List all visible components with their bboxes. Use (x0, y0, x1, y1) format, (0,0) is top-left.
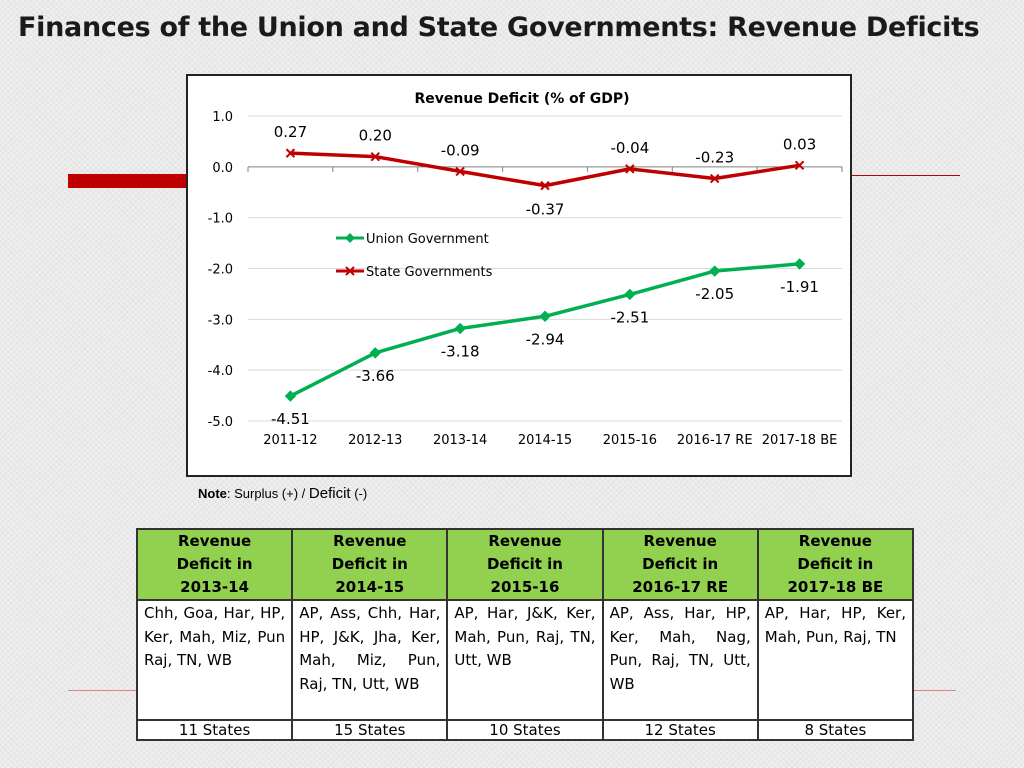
table-header-cell: Revenue Deficit in 2017-18 BE (756, 528, 915, 601)
note-deficit-text: Deficit (308, 485, 351, 502)
state-count-cell: 15 States (291, 719, 449, 741)
data-point-marker (369, 347, 381, 359)
header-line: 2015-16 (490, 578, 560, 596)
data-point-marker (539, 310, 551, 322)
x-tick-label: 2013-14 (433, 433, 487, 448)
x-tick-label: 2014-15 (518, 433, 572, 448)
data-point-marker (624, 288, 636, 301)
y-tick-label: -5.0 (208, 415, 233, 430)
header-line: 2013-14 (180, 578, 250, 596)
data-point-marker (709, 265, 721, 277)
states-list-cell: AP, Ass, Chh, Har, HP, J&K, Jha, Ker, Ma… (291, 599, 449, 721)
y-tick-label: -3.0 (208, 313, 233, 328)
y-tick-label: 1.0 (212, 110, 233, 125)
header-line: Deficit in (176, 555, 253, 573)
x-tick-label: 2016-17 RE (677, 433, 753, 448)
x-tick-label: 2017-18 BE (762, 433, 838, 448)
axes: 1.0 0.0 -1.0 -2.0 -3.0 -4.0 -5.0 2011-12 2012-13… (208, 110, 843, 448)
data-point-marker (793, 258, 806, 270)
header-line: Deficit in (797, 555, 874, 573)
state-count-cell: 8 States (756, 719, 915, 741)
data-labels: -4.51 -3.66 -3.18 -2.94 -2.51 -2.05 -1.91 0.27 0… (271, 123, 819, 428)
data-point-marker (284, 390, 297, 402)
divider-line-left (68, 690, 136, 691)
data-point-marker (540, 180, 550, 191)
table-header-cell: Revenue Deficit in 2013-14 (135, 528, 294, 601)
accent-line (852, 175, 960, 176)
data-label: -3.66 (356, 367, 395, 385)
header-line: Revenue (177, 532, 252, 550)
series (284, 148, 806, 402)
header-line: Revenue (488, 532, 562, 550)
chart-canvas: Revenue Deficit (% of GDP) 1.0 0.0 -1.0 -2.… (208, 91, 843, 448)
data-label: -2.05 (695, 285, 734, 303)
data-label: -0.23 (695, 149, 734, 167)
states-list-cell: Chh, Goa, Har, HP, Ker, Mah, Miz, Pun Ra… (135, 599, 294, 721)
y-tick-label: 0.0 (212, 161, 233, 176)
data-label: 0.03 (783, 135, 816, 153)
y-tick-label: -4.0 (208, 364, 233, 379)
legend-label: State Governments (366, 265, 493, 280)
x-tick-label: 2011-12 (263, 433, 317, 448)
states-table: Revenue Deficit in 2013-14 Revenue Deficit … (135, 528, 915, 741)
header-line: Deficit in (486, 555, 563, 573)
data-label: -1.91 (780, 278, 819, 296)
data-point-marker (370, 151, 380, 162)
data-point-marker (455, 166, 465, 177)
data-label: -4.51 (271, 410, 310, 428)
table-header-cell: Revenue Deficit in 2015-16 (446, 528, 604, 601)
header-line: 2014-15 (335, 578, 405, 596)
note-label: Note (198, 486, 227, 501)
note: Note: Surplus (+) / Deficit (-) (198, 485, 367, 502)
x-tick-label: 2015-16 (603, 433, 657, 448)
header-line: Revenue (333, 532, 407, 550)
data-label: 0.27 (274, 123, 307, 141)
data-point-marker (794, 160, 805, 171)
data-label: -2.94 (526, 330, 565, 348)
legend-label: Union Government (366, 232, 489, 247)
divider-line-right (914, 690, 956, 691)
table-header-cell: Revenue Deficit in 2014-15 (291, 528, 449, 601)
x-tick-label: 2012-13 (348, 433, 402, 448)
header-line: Deficit in (642, 555, 719, 573)
states-list-cell: AP, Har, HP, Ker, Mah, Pun, Raj, TN (756, 599, 915, 721)
data-label: -2.51 (610, 308, 649, 326)
states-list-cell: AP, Ass, Har, HP, Ker, Mah, Nag, Pun, Ra… (601, 599, 759, 721)
header-line: 2016-17 RE (632, 578, 729, 596)
data-label: -0.37 (526, 201, 565, 219)
table-header-cell: Revenue Deficit in 2016-17 RE (601, 528, 759, 601)
y-tick-label: -1.0 (208, 212, 233, 227)
note-deficit-sign: (-) (354, 486, 368, 501)
header-line: 2017-18 BE (787, 578, 884, 596)
legend: Union Government State Governments (336, 232, 493, 280)
state-count-cell: 10 States (446, 719, 604, 741)
data-label: 0.20 (359, 127, 392, 145)
slide-title: Finances of the Union and State Governme… (18, 12, 980, 43)
data-point-marker (454, 322, 466, 335)
header-line: Revenue (798, 532, 872, 550)
data-point-marker (285, 148, 296, 158)
legend-marker (345, 266, 355, 276)
data-label: -0.04 (610, 139, 649, 157)
accent-bar (68, 174, 190, 188)
state-count-cell: 12 States (601, 719, 759, 741)
chart-title: Revenue Deficit (% of GDP) (414, 91, 629, 107)
y-tick-label: -2.0 (208, 263, 233, 278)
data-label: -0.09 (441, 141, 480, 159)
table-states-row: Chh, Goa, Har, HP, Ker, Mah, Miz, Pun Ra… (135, 599, 915, 721)
data-point-marker (710, 173, 720, 184)
state-count-cell: 11 States (135, 719, 294, 741)
legend-marker (345, 233, 355, 243)
table-header-row: Revenue Deficit in 2013-14 Revenue Deficit … (135, 528, 915, 601)
header-line: Revenue (643, 532, 717, 550)
note-surplus-text: : Surplus (+) / (226, 486, 306, 501)
table-count-row: 11 States 15 States 10 States 12 States … (135, 719, 915, 741)
states-list-cell: AP, Har, J&K, Ker, Mah, Pun, Raj, TN, Ut… (446, 599, 604, 721)
revenue-deficit-chart: Revenue Deficit (% of GDP) 1.0 0.0 -1.0 -2.… (186, 74, 852, 477)
header-line: Deficit in (331, 555, 408, 573)
data-point-marker (625, 164, 635, 174)
data-label: -3.18 (441, 342, 480, 360)
